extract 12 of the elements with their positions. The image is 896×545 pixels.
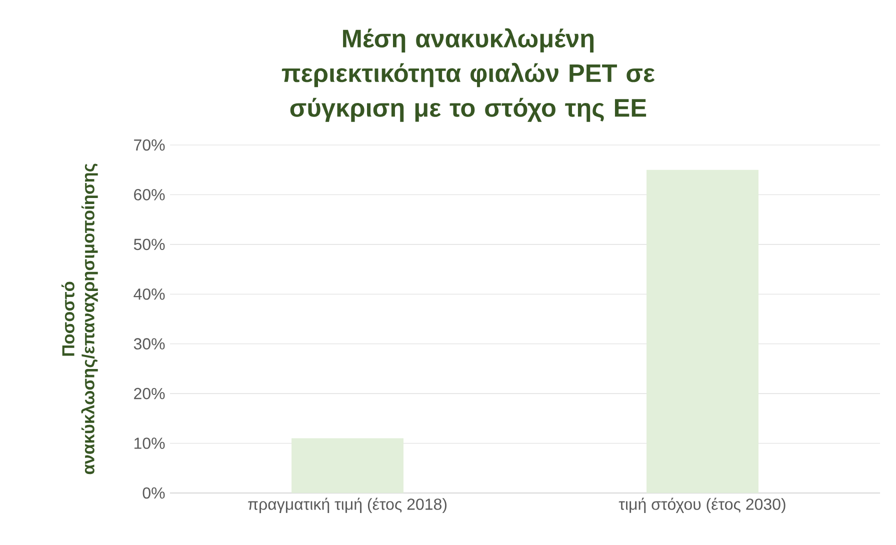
y-tick-label: 50% <box>134 238 165 250</box>
x-tick-label: πραγματική τιμή (έτος 2018) <box>248 498 446 514</box>
y-tick-label: 40% <box>134 288 165 300</box>
y-tick-label: 30% <box>134 338 165 350</box>
y-axis-title: Ποσοστό ανακύκλωσης/επαναχρησιμοποίησης <box>61 164 98 474</box>
chart-title: Μέση ανακυκλωμένη περιεκτικότητα φιαλών PET σε σύγκριση με το στόχο της ΕΕ <box>282 28 655 122</box>
y-tick-label: 10% <box>134 438 165 449</box>
y-tick-label: 20% <box>134 388 165 400</box>
y-tick-label: 60% <box>134 189 165 200</box>
y-tick-label: 0% <box>142 487 165 499</box>
x-tick-label: τιμή στόχου (έτος 2030) <box>618 498 786 514</box>
y-tick-label: 70% <box>134 139 165 151</box>
